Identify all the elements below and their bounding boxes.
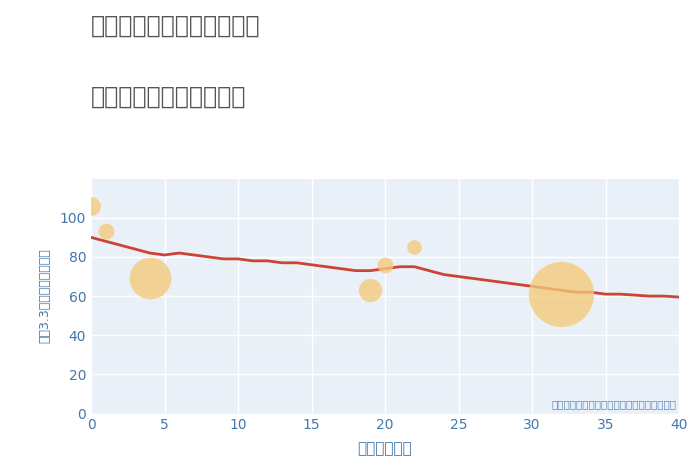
Point (85, 202, 97, 210)
Point (365, 287, 376, 294)
X-axis label: 築年数（年）: 築年数（年） (358, 441, 412, 456)
Point (556, 290, 567, 298)
Text: 築年数別中古戸建て価格: 築年数別中古戸建て価格 (91, 85, 246, 109)
Point (100, 228, 111, 235)
Y-axis label: 坪（3.3㎡）単価（万円）: 坪（3.3㎡）単価（万円） (38, 249, 51, 344)
Point (379, 261, 391, 268)
Text: 大阪府堺市堺区南半町西の: 大阪府堺市堺区南半町西の (91, 14, 260, 38)
Text: 円の大きさは、取引のあった物件面積を示す: 円の大きさは、取引のあった物件面積を示す (551, 399, 676, 409)
Point (409, 243, 420, 251)
Point (144, 274, 155, 282)
